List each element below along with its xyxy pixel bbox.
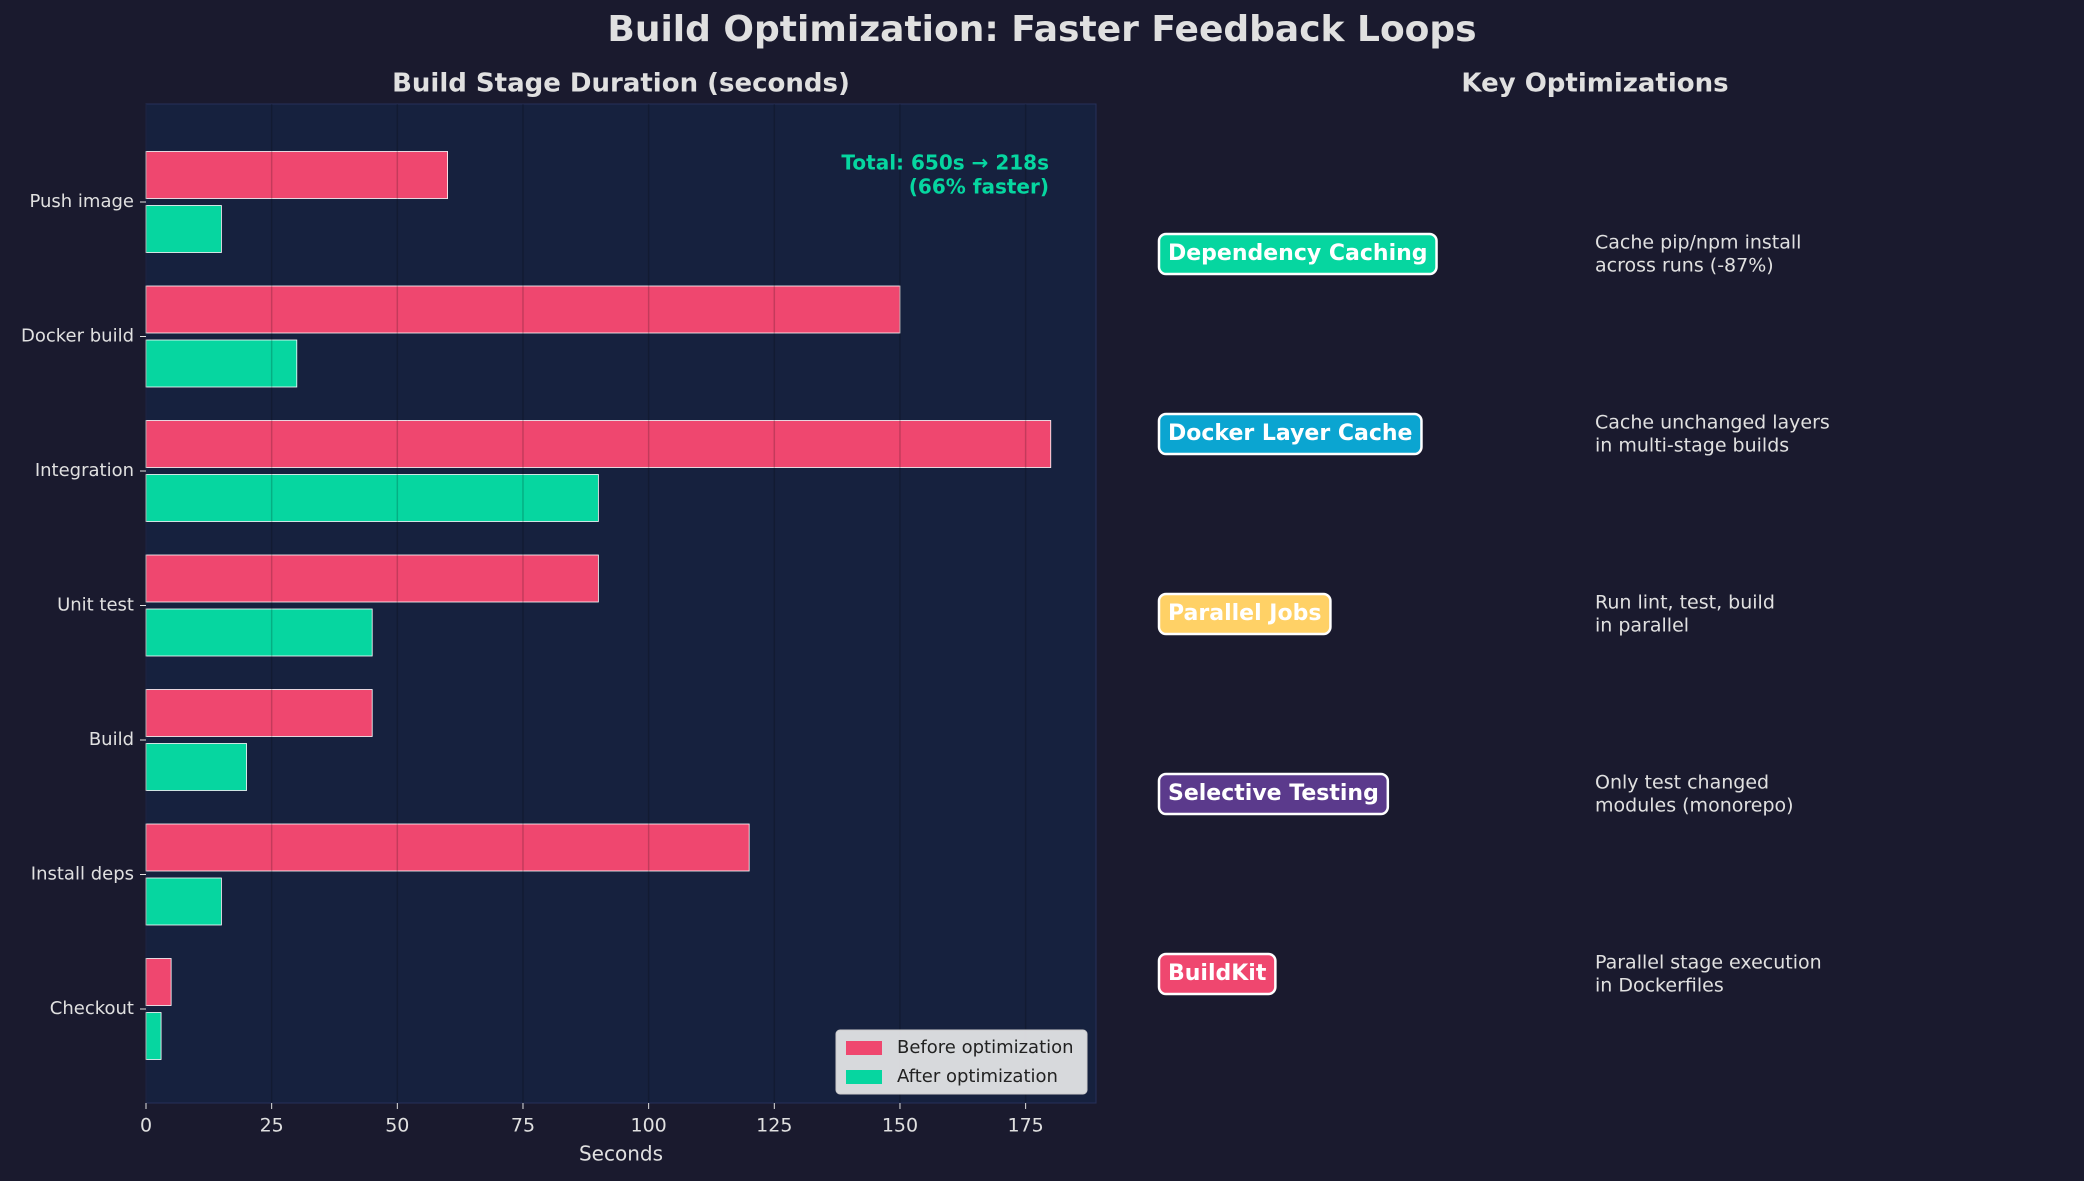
y-tick-label: Unit test [57,595,134,616]
optimization-description: Parallel stage execution [1595,952,1822,974]
optimization-badge [1157,232,1438,276]
legend-label: Before optimization [897,1037,1074,1058]
optimization-description: across runs (-87%) [1595,255,1774,277]
optimization-label: Parallel Jobs [1168,601,1321,626]
y-tick-label: Install deps [31,864,134,885]
optimization-description: in Dockerfiles [1595,975,1724,997]
page-title: Build Optimization: Faster Feedback Loop… [607,9,1476,50]
x-tick-label: 175 [1007,1115,1043,1137]
bar [145,474,599,522]
y-tick-label: Checkout [50,998,134,1019]
bar [145,823,750,872]
y-tick-label: Push image [29,191,134,212]
annotation: Total: 650s → 218s [841,151,1049,175]
x-tick-label: 125 [756,1115,792,1137]
optimization-description: Only test changed [1595,772,1769,794]
bar [145,205,222,253]
x-tick-label: 75 [511,1115,535,1137]
optimization-description: in parallel [1595,615,1689,637]
bar [145,554,599,603]
optimization-label: BuildKit [1168,961,1267,986]
plot-area [145,103,1097,1104]
legend-swatch [846,1041,882,1055]
bar [145,958,172,1006]
legend [835,1029,1088,1095]
optimization-description: in multi-stage builds [1595,435,1789,457]
bar [145,339,298,388]
optimization-badge [1157,772,1390,816]
x-tick-label: 0 [140,1115,152,1137]
x-tick-label: 100 [631,1115,667,1137]
y-tick-label: Integration [35,460,134,481]
x-tick-label: 150 [882,1115,918,1137]
optimization-label: Docker Layer Cache [1168,421,1412,446]
panel-title: Key Optimizations [1461,69,1728,99]
optimization-description: Cache pip/npm install [1595,232,1801,254]
optimization-label: Selective Testing [1168,781,1379,806]
y-tick-label: Build [89,729,134,750]
bar [145,689,373,737]
optimization-description: Cache unchanged layers [1595,412,1830,434]
legend-swatch [846,1070,882,1084]
optimization-badge [1157,952,1277,996]
optimization-badge [1157,592,1332,636]
bar [145,151,448,199]
optimization-label: Dependency Caching [1168,241,1428,266]
bar [145,420,1052,468]
optimization-description: Run lint, test, build [1595,592,1775,614]
legend-label: After optimization [897,1066,1058,1087]
annotation: (66% faster) [909,175,1049,199]
y-tick-label: Docker build [21,326,134,347]
x-axis-label: Seconds [579,1142,663,1166]
x-tick-label: 25 [260,1115,284,1137]
optimization-description: modules (monorepo) [1595,795,1794,817]
optimization-badge [1157,412,1423,456]
chart-title: Build Stage Duration (seconds) [392,69,850,99]
bar [145,1012,162,1060]
bar [145,608,373,657]
bar [145,743,247,791]
x-tick-label: 50 [385,1115,409,1137]
bar [145,877,222,926]
bar [145,285,901,334]
